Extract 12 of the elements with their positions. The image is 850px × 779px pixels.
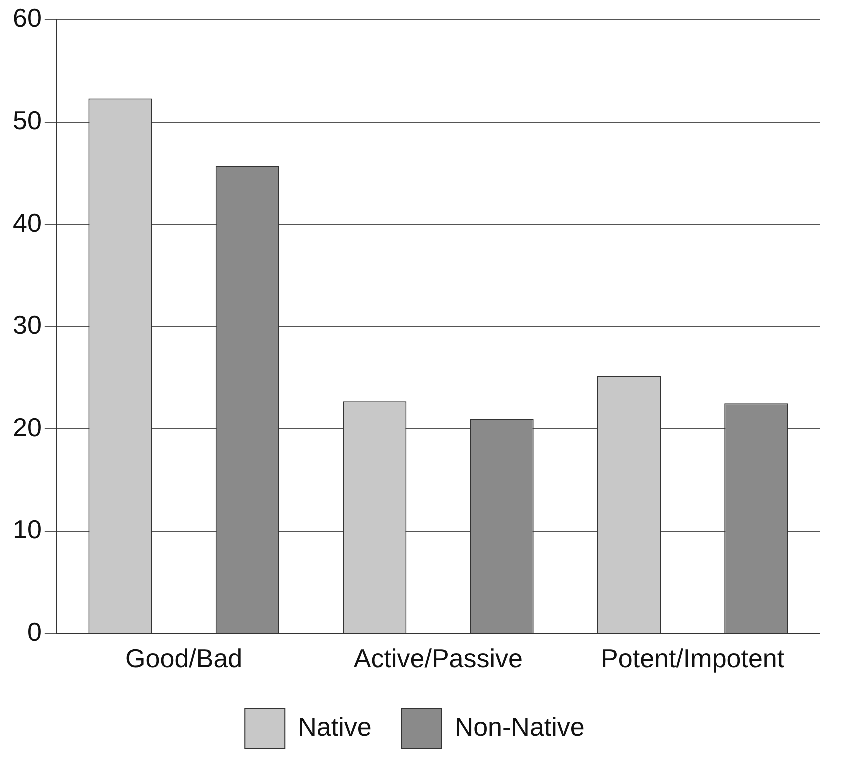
y-tick-label: 10 — [13, 514, 42, 545]
y-tick-label: 30 — [13, 310, 42, 340]
y-tick-label: 20 — [13, 412, 42, 442]
legend-label: Non-Native — [454, 712, 585, 742]
y-tick-label: 60 — [13, 3, 42, 34]
y-tick-label: 40 — [13, 208, 42, 238]
x-tick-label: Good/Bad — [126, 644, 243, 674]
legend-label: Native — [298, 712, 372, 742]
x-tick-label: Potent/Impotent — [601, 644, 786, 674]
x-tick-label: Active/Passive — [354, 644, 523, 674]
y-tick-label: 50 — [13, 105, 42, 136]
y-tick-label: 0 — [27, 616, 42, 647]
